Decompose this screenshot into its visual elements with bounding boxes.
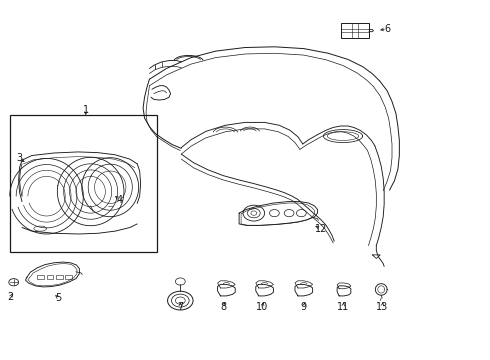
- Text: 10: 10: [256, 302, 269, 312]
- Text: 5: 5: [56, 293, 62, 303]
- Text: 8: 8: [220, 302, 226, 312]
- Text: 12: 12: [315, 224, 327, 234]
- Bar: [37, 275, 44, 279]
- Text: 13: 13: [376, 302, 388, 312]
- Text: 4: 4: [117, 195, 123, 205]
- Bar: [65, 275, 72, 279]
- Bar: [47, 275, 53, 279]
- Text: 3: 3: [17, 153, 23, 163]
- Bar: [10, 115, 157, 252]
- Text: 1: 1: [83, 105, 89, 115]
- Text: 2: 2: [8, 292, 14, 302]
- Text: 9: 9: [301, 302, 307, 312]
- Text: 11: 11: [337, 302, 349, 312]
- Bar: [341, 23, 369, 38]
- Text: 6: 6: [384, 24, 390, 34]
- Text: 7: 7: [177, 302, 183, 312]
- Bar: [56, 275, 63, 279]
